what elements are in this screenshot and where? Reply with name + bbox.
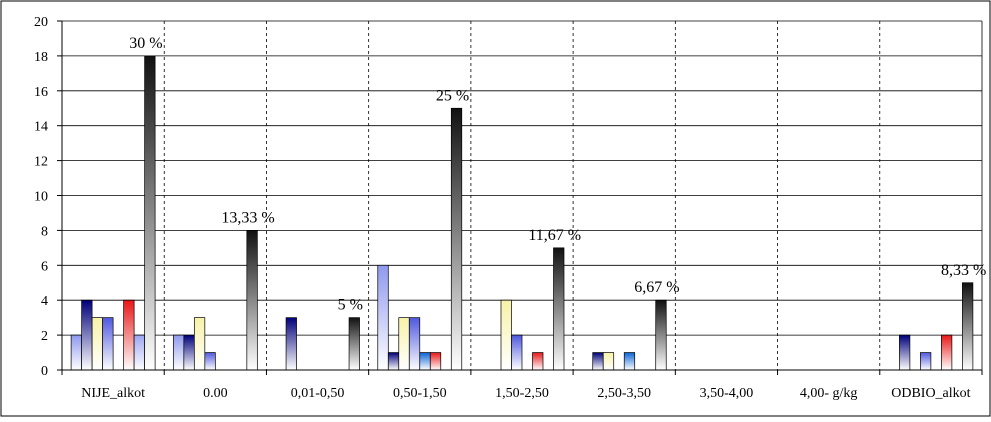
labels: 0 2 4 6 8 10 12 14 16 18 20 NIJE_alkot 0.00 0,01-0,50… xyxy=(34,15,986,401)
bar xyxy=(377,264,389,371)
bar xyxy=(511,334,523,371)
y-tick-label: 0 xyxy=(41,364,48,379)
x-tick-label: NIJE_alkot xyxy=(81,386,145,401)
x-tick-label: 4,00- g/kg xyxy=(800,386,858,401)
bars xyxy=(70,55,974,371)
bar xyxy=(450,107,463,371)
y-tick-label: 10 xyxy=(34,190,48,205)
bar xyxy=(387,352,400,371)
bar xyxy=(81,299,93,371)
bar xyxy=(408,317,421,371)
bar xyxy=(348,317,360,371)
bar xyxy=(183,334,195,371)
x-tick-label: ODBIO_alkot xyxy=(891,386,970,401)
bar xyxy=(623,352,636,371)
x-tick-label: 2,50-3,50 xyxy=(597,386,651,401)
percent-label: 8,33 % xyxy=(941,262,986,279)
bar xyxy=(655,299,667,371)
bar xyxy=(532,352,544,371)
axes xyxy=(57,20,983,375)
y-tick-label: 16 xyxy=(34,85,48,100)
y-tick-label: 6 xyxy=(41,259,48,274)
percent-label: 6,67 % xyxy=(634,279,679,296)
y-tick-label: 2 xyxy=(41,329,48,344)
percent-label: 25 % xyxy=(436,87,469,104)
bar xyxy=(602,352,615,371)
gridlines xyxy=(62,20,983,371)
bar xyxy=(172,334,185,371)
bar xyxy=(419,352,431,371)
y-tick-label: 4 xyxy=(41,294,48,309)
percent-label: 13,33 % xyxy=(221,209,274,226)
bar xyxy=(91,317,103,371)
bar xyxy=(123,299,135,371)
x-tick-label: 1,50-2,50 xyxy=(495,386,549,401)
y-tick-label: 20 xyxy=(34,15,48,30)
bar xyxy=(429,352,442,371)
x-tick-label: 0.00 xyxy=(203,386,228,401)
bar xyxy=(962,282,974,371)
percent-label: 5 % xyxy=(338,297,363,314)
y-tick-label: 18 xyxy=(34,50,48,65)
bar xyxy=(144,55,156,371)
bar xyxy=(102,317,114,371)
bar xyxy=(500,299,512,371)
bar xyxy=(285,317,297,371)
bar xyxy=(920,352,932,371)
x-tick-label: 0,50-1,50 xyxy=(393,386,447,401)
percent-label: 11,67 % xyxy=(528,227,581,244)
bar xyxy=(246,230,258,371)
bar xyxy=(70,334,82,371)
bar xyxy=(133,334,145,371)
y-tick-label: 8 xyxy=(41,224,48,239)
bar xyxy=(899,334,911,371)
bar xyxy=(592,352,604,371)
y-tick-label: 14 xyxy=(34,120,48,135)
y-tick-label: 12 xyxy=(34,155,48,170)
bar xyxy=(204,352,216,371)
bar xyxy=(398,317,410,371)
bar xyxy=(553,247,565,371)
x-tick-label: 3,50-4,00 xyxy=(700,386,754,401)
percent-label: 30 % xyxy=(129,35,162,52)
x-tick-label: 0,01-0,50 xyxy=(291,386,345,401)
bar xyxy=(193,317,206,371)
bar xyxy=(941,334,953,371)
